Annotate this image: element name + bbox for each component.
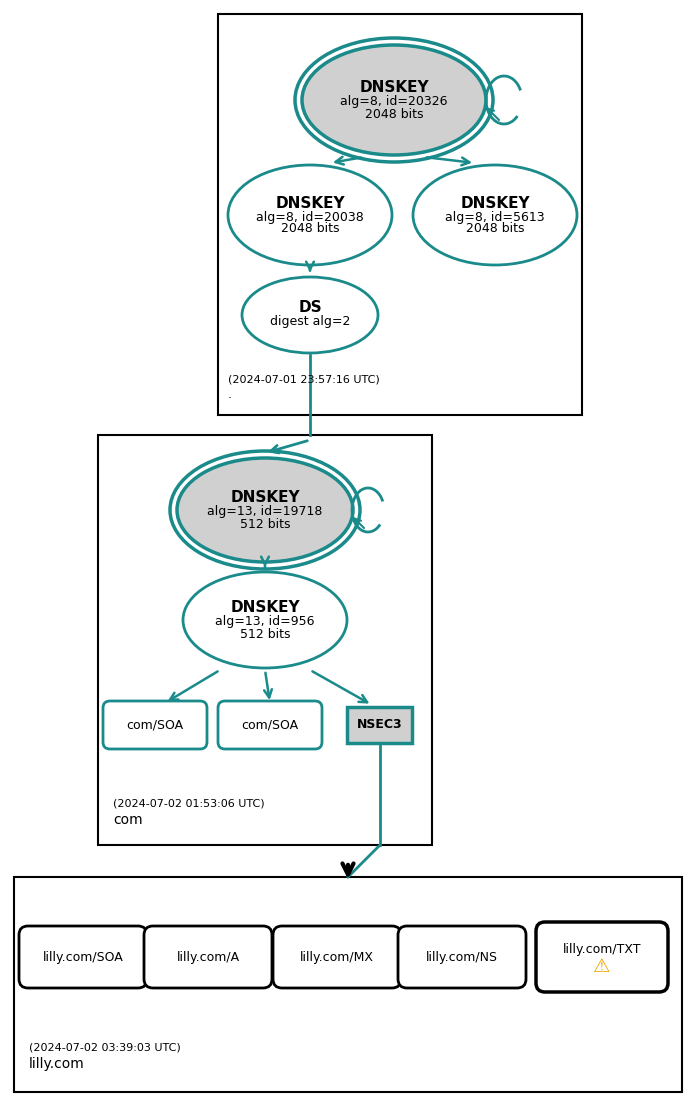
- Text: .: .: [228, 389, 232, 402]
- Text: DNSKEY: DNSKEY: [230, 490, 300, 506]
- Text: 512 bits: 512 bits: [240, 627, 290, 640]
- Text: DNSKEY: DNSKEY: [359, 81, 429, 96]
- Text: 512 bits: 512 bits: [240, 518, 290, 531]
- FancyBboxPatch shape: [19, 926, 147, 988]
- Text: alg=8, id=20326: alg=8, id=20326: [340, 96, 447, 108]
- Text: alg=13, id=956: alg=13, id=956: [215, 616, 315, 628]
- Text: 2048 bits: 2048 bits: [365, 107, 423, 120]
- Bar: [348, 707, 413, 743]
- Text: 2048 bits: 2048 bits: [281, 223, 339, 235]
- Bar: [98, 435, 432, 845]
- Ellipse shape: [228, 164, 392, 265]
- Text: lilly.com/A: lilly.com/A: [176, 951, 240, 964]
- Text: com: com: [113, 813, 143, 827]
- Text: DNSKEY: DNSKEY: [460, 195, 530, 211]
- Text: 2048 bits: 2048 bits: [466, 223, 524, 235]
- Text: lilly.com/TXT: lilly.com/TXT: [562, 944, 641, 956]
- Text: alg=8, id=20038: alg=8, id=20038: [256, 211, 364, 223]
- FancyBboxPatch shape: [218, 701, 322, 749]
- Text: alg=13, id=19718: alg=13, id=19718: [207, 506, 323, 519]
- Text: lilly.com: lilly.com: [29, 1057, 85, 1071]
- Text: (2024-07-02 01:53:06 UTC): (2024-07-02 01:53:06 UTC): [113, 798, 265, 808]
- Text: lilly.com/NS: lilly.com/NS: [426, 951, 498, 964]
- Text: NSEC3: NSEC3: [357, 719, 403, 732]
- Text: com/SOA: com/SOA: [241, 719, 298, 732]
- Text: ⚠: ⚠: [593, 957, 611, 977]
- Text: DS: DS: [298, 299, 322, 315]
- Text: (2024-07-01 23:57:16 UTC): (2024-07-01 23:57:16 UTC): [228, 375, 380, 385]
- FancyBboxPatch shape: [144, 926, 272, 988]
- Ellipse shape: [302, 45, 486, 155]
- FancyBboxPatch shape: [273, 926, 401, 988]
- Text: (2024-07-02 03:39:03 UTC): (2024-07-02 03:39:03 UTC): [29, 1042, 181, 1052]
- Ellipse shape: [177, 458, 353, 562]
- Text: lilly.com/MX: lilly.com/MX: [300, 951, 374, 964]
- Bar: [14, 877, 682, 1092]
- Bar: [218, 14, 582, 415]
- Text: DNSKEY: DNSKEY: [230, 601, 300, 616]
- Text: digest alg=2: digest alg=2: [270, 316, 350, 329]
- FancyBboxPatch shape: [103, 701, 207, 749]
- Text: com/SOA: com/SOA: [126, 719, 183, 732]
- Ellipse shape: [183, 572, 347, 668]
- Text: lilly.com/SOA: lilly.com/SOA: [43, 951, 123, 964]
- Text: alg=8, id=5613: alg=8, id=5613: [445, 211, 545, 223]
- FancyBboxPatch shape: [398, 926, 526, 988]
- Text: DNSKEY: DNSKEY: [275, 195, 345, 211]
- Ellipse shape: [242, 277, 378, 353]
- FancyBboxPatch shape: [536, 922, 668, 992]
- Ellipse shape: [413, 164, 577, 265]
